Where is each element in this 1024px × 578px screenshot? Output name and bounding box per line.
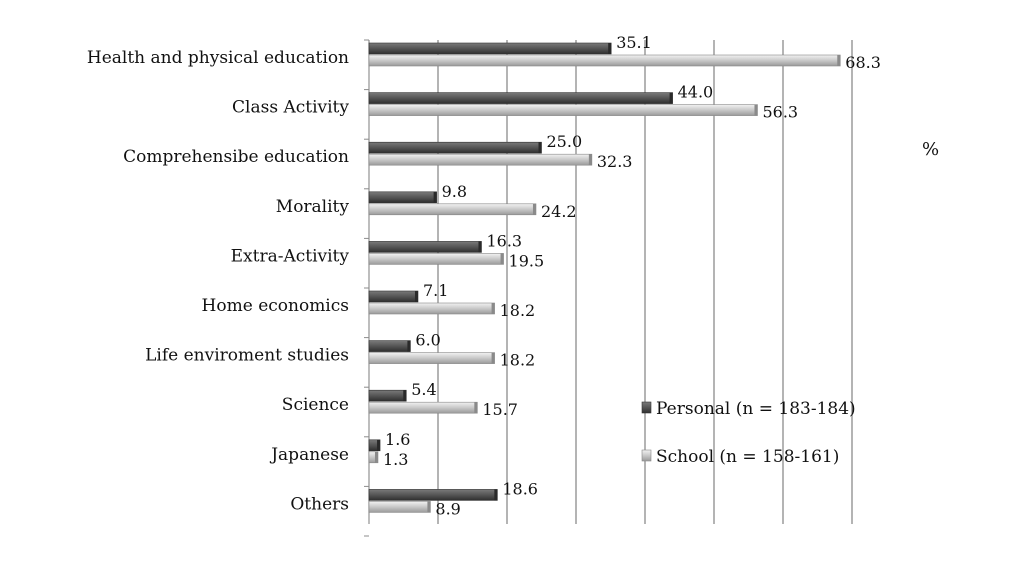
bar-school-morality [368,203,537,216]
bar-personal-class-activity [368,92,673,104]
category-label-health-and-physical-education: Health and physical education [87,48,349,68]
category-label-extra-activity: Extra-Activity [231,246,350,266]
category-label-science: Science [282,395,349,415]
category-labels: Health and physical education Class Activ… [87,48,349,514]
bar-school-life-enviroment-studies [368,352,495,364]
bar-school-japanese [368,451,379,464]
category-label-class-activity: Class Activity [232,98,349,118]
bar-personal-others [368,489,498,501]
bar-personal-life-enviroment-studies [368,340,411,352]
unit-label: % [922,139,939,160]
bar-personal-japanese [368,439,381,452]
data-label-personal-health-and-physical-education: 35.1 [616,33,652,52]
data-label-school-morality: 24.2 [541,202,577,221]
legend: Personal (n = 183-184) School (n = 158-16… [641,399,856,467]
bar-personal-science [368,389,407,402]
category-label-home-economics: Home economics [202,296,349,316]
legend-swatch [641,401,652,414]
data-label-personal-extra-activity: 16.3 [486,231,522,250]
data-label-school-health-and-physical-education: 68.3 [845,53,881,72]
data-label-school-class-activity: 56.3 [762,103,798,122]
bars: 35.1 68.3 44.0 56.3 25.0 32.3 9.8 24.2 16.319.5 7… [368,33,881,518]
bar-school-others [368,501,431,513]
data-label-school-life-enviroment-studies: 18.2 [500,351,536,370]
bar-personal-home-economics [368,290,419,303]
data-label-personal-science: 5.4 [411,380,436,399]
legend-label: Personal (n = 183-184) [656,399,856,419]
data-label-personal-others: 18.6 [502,479,538,498]
data-label-school-others: 8.9 [435,499,460,518]
legend-item-school: School (n = 158-161) [641,447,839,467]
data-label-personal-comprehensibe-education: 25.0 [547,132,583,151]
data-label-school-home-economics: 18.2 [500,301,536,320]
category-label-morality: Morality [276,197,350,217]
data-label-school-comprehensibe-education: 32.3 [597,152,633,171]
data-label-personal-japanese: 1.6 [385,430,410,449]
bar-personal-morality [368,191,437,204]
legend-label: School (n = 158-161) [656,447,839,467]
bar-school-health-and-physical-education [368,54,841,67]
bar-personal-health-and-physical-education [368,42,612,55]
bar-school-class-activity [368,104,758,116]
bar-school-comprehensibe-education [368,153,593,166]
data-label-school-extra-activity: 19.5 [509,251,545,270]
gridlines [364,39,853,537]
legend-swatch [641,449,652,462]
bar-school-extra-activity [368,253,504,265]
data-label-personal-life-enviroment-studies: 6.0 [415,331,440,350]
category-label-others: Others [290,494,349,514]
category-label-comprehensibe-education: Comprehensibe education [123,147,349,167]
data-label-personal-home-economics: 7.1 [423,281,448,300]
bar-personal-extra-activity [368,241,482,253]
category-label-japanese: Japanese [269,445,349,465]
data-label-personal-morality: 9.8 [442,182,467,201]
bar-school-science [368,401,478,414]
legend-item-personal: Personal (n = 183-184) [641,399,856,419]
data-label-personal-class-activity: 44.0 [678,83,714,102]
category-label-life-enviroment-studies: Life enviroment studies [145,346,349,366]
bar-school-home-economics [368,302,495,315]
data-label-school-japanese: 1.3 [383,450,408,469]
bar-personal-comprehensibe-education [368,141,542,154]
data-label-school-science: 15.7 [482,400,518,419]
